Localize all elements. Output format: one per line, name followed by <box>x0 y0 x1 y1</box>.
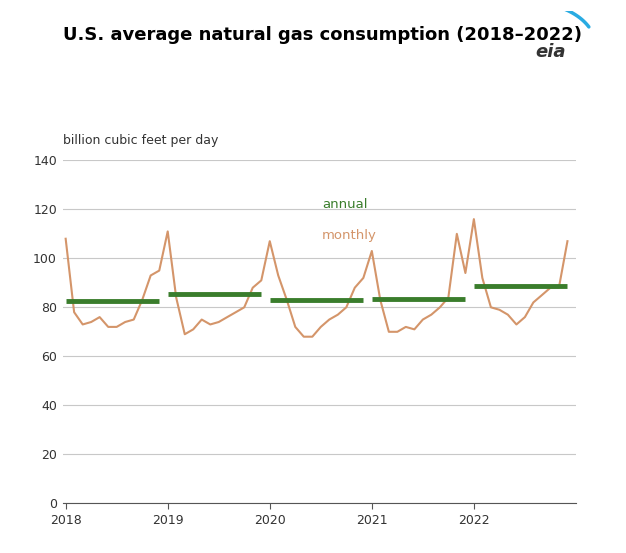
Text: annual: annual <box>322 198 367 211</box>
Text: eia: eia <box>536 43 566 61</box>
Text: billion cubic feet per day: billion cubic feet per day <box>63 133 218 147</box>
Text: monthly: monthly <box>322 229 377 242</box>
Text: U.S. average natural gas consumption (2018–2022): U.S. average natural gas consumption (20… <box>63 26 582 44</box>
